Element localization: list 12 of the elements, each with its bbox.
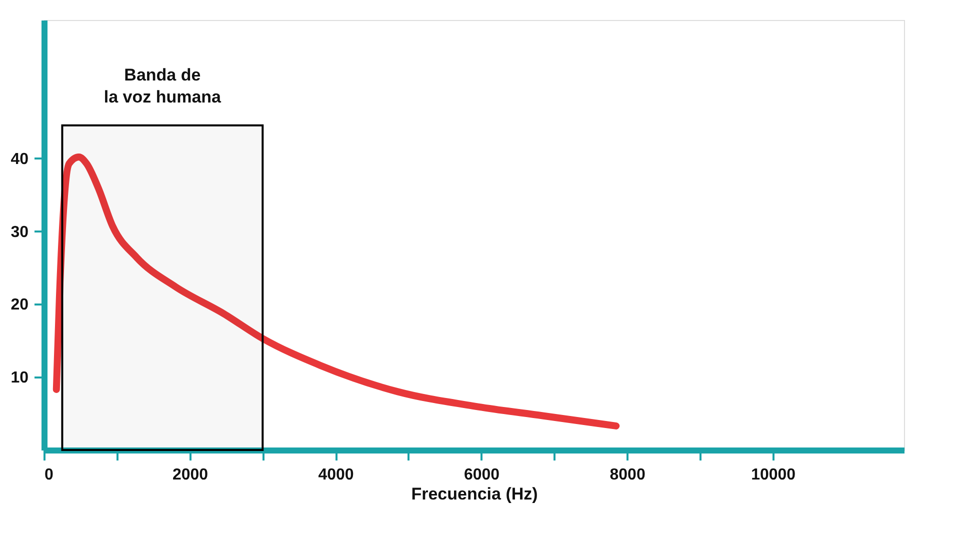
y-tick-label: 20 [10, 296, 29, 314]
y-tick-label: 40 [10, 150, 29, 168]
x-tick-label: 8000 [610, 466, 646, 484]
x-axis-title: Frecuencia (Hz) [411, 484, 538, 504]
x-tick-label: 10000 [751, 466, 796, 484]
x-tick-label: 0 [44, 466, 54, 484]
y-tick-label: 10 [10, 370, 29, 387]
x-tick-label: 4000 [318, 466, 354, 484]
x-tick-label: 6000 [464, 466, 500, 484]
x-tick-label: 2000 [172, 466, 208, 484]
band-label: Banda de la voz humana [104, 65, 222, 106]
y-tick-label: 30 [10, 224, 29, 241]
